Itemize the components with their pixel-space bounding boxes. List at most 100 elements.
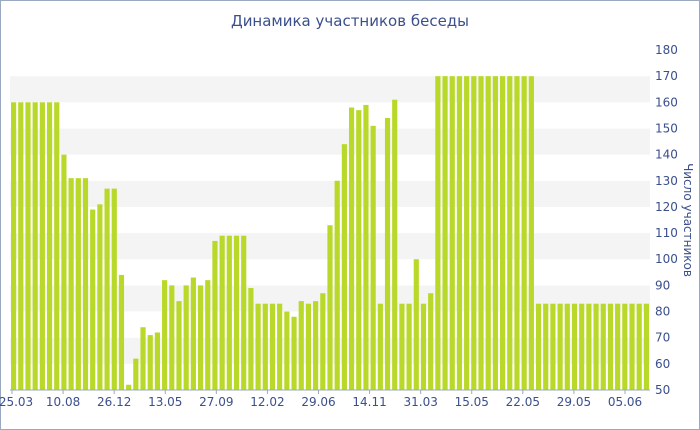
bar	[284, 311, 290, 390]
bar	[622, 303, 628, 390]
chart-title: Динамика участников беседы	[230, 12, 470, 30]
y-tick-label: 160	[655, 95, 678, 109]
bar	[507, 76, 513, 391]
bar	[557, 303, 563, 390]
x-tick-label: 12.02	[250, 395, 284, 409]
bar	[25, 102, 31, 390]
bar	[571, 303, 578, 390]
bar	[341, 144, 347, 390]
bar	[140, 327, 146, 390]
x-tick-label: 15.05	[455, 395, 489, 409]
bar	[298, 301, 304, 390]
bar	[320, 293, 326, 390]
bar	[183, 285, 189, 390]
x-tick-label: 10.08	[46, 395, 80, 409]
bar	[118, 274, 125, 390]
x-tick-label: 26.12	[97, 395, 131, 409]
bar	[593, 303, 599, 390]
y-tick-label: 140	[655, 148, 678, 162]
bar	[154, 332, 161, 390]
x-tick-label: 05.06	[608, 395, 642, 409]
bar	[248, 288, 254, 390]
bar	[162, 280, 168, 390]
bar	[356, 110, 362, 391]
bar	[111, 188, 117, 390]
bar	[277, 303, 283, 390]
bar	[334, 180, 340, 390]
y-tick-label: 50	[655, 383, 670, 397]
bar	[190, 277, 196, 390]
bar	[420, 303, 427, 390]
bar	[406, 303, 412, 390]
bar	[399, 303, 405, 390]
bar	[615, 303, 621, 390]
bar	[607, 303, 614, 390]
bar	[464, 76, 470, 391]
bar	[197, 285, 204, 390]
bar	[543, 303, 549, 390]
bar	[528, 76, 534, 391]
bar	[126, 384, 132, 390]
y-tick-label: 150	[655, 121, 678, 135]
bar	[478, 76, 484, 391]
bars	[11, 76, 649, 391]
bar	[384, 118, 391, 390]
bar	[327, 225, 333, 390]
bar	[514, 76, 520, 391]
bar	[226, 235, 232, 390]
bar	[579, 303, 585, 390]
bar	[629, 303, 635, 390]
bar	[241, 235, 247, 390]
bar	[636, 303, 642, 390]
y-tick-label: 170	[655, 69, 678, 83]
bar	[147, 335, 153, 390]
grid-band	[10, 154, 650, 181]
bar	[39, 102, 45, 390]
y-tick-label: 60	[655, 357, 670, 371]
bar	[485, 76, 491, 391]
y-tick-label: 110	[655, 226, 678, 240]
grid-band	[10, 50, 650, 77]
y-tick-label: 180	[655, 43, 678, 57]
bar	[133, 358, 139, 390]
y-axis-label: Число участников	[681, 163, 695, 277]
bar	[521, 76, 527, 391]
bar	[61, 154, 67, 390]
bar	[413, 259, 419, 390]
x-tick-label: 29.06	[301, 395, 335, 409]
bar	[205, 280, 211, 390]
x-tick-label: 14.11	[352, 395, 386, 409]
x-tick-label: 27.09	[199, 395, 233, 409]
bar	[392, 99, 398, 390]
bar	[54, 102, 60, 390]
bar	[90, 209, 96, 390]
bar	[104, 188, 110, 390]
bar	[643, 303, 649, 390]
bar	[18, 102, 24, 390]
bar	[586, 303, 592, 390]
y-tick-label: 90	[655, 278, 670, 292]
bar	[428, 293, 434, 390]
bar	[600, 303, 606, 390]
bar	[564, 303, 570, 390]
x-tick-label: 31.03	[403, 395, 437, 409]
grid-band	[10, 76, 650, 103]
y-tick-label: 100	[655, 252, 678, 266]
bar	[305, 303, 312, 390]
x-ticks: 25.03 10.08 26.12 13.05 27.09 12.02 29.06 14.11…	[0, 390, 642, 409]
bar	[212, 240, 218, 390]
bar	[97, 204, 103, 390]
bar	[176, 301, 182, 390]
bar	[255, 303, 261, 390]
bar	[233, 235, 240, 390]
bar	[500, 76, 506, 391]
x-tick-label: 25.03	[0, 395, 33, 409]
grid-band	[10, 128, 650, 155]
bar	[75, 178, 81, 390]
bar	[269, 303, 276, 390]
y-tick-label: 120	[655, 200, 678, 214]
bar	[82, 178, 89, 390]
bar	[435, 76, 441, 391]
bar	[363, 104, 369, 391]
